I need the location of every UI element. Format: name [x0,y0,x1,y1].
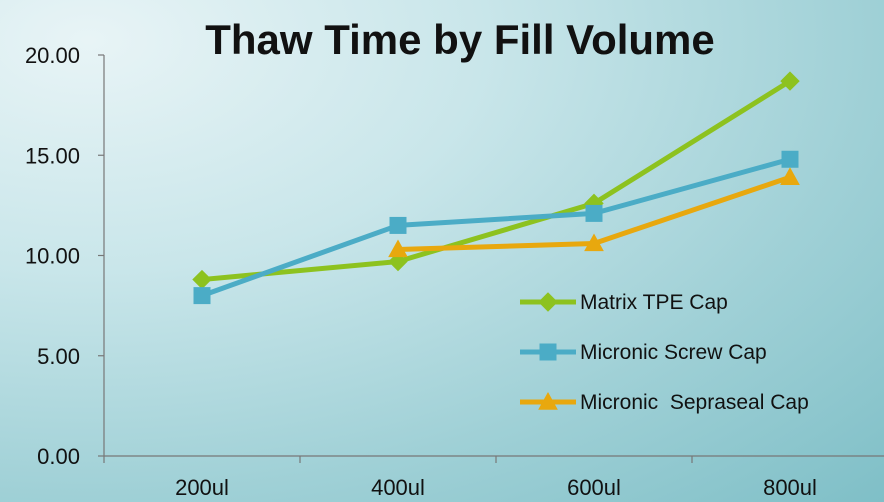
legend-label: Matrix TPE Cap [580,291,728,314]
series-line [201,156,791,298]
data-point [780,71,800,91]
y-tick-label: 20.00 [25,43,80,68]
series-2 [193,150,799,305]
x-tick-label: 400ul [371,475,425,500]
data-point [388,239,408,258]
axes: 0.00 5.00 10.00 15.00 20.00 200ul 400ul 600ul 80… [25,43,884,500]
legend-marker [538,292,558,312]
series-1 [192,71,800,290]
data-point [585,204,603,222]
y-tick-label: 0.00 [37,444,80,469]
data-point [192,269,212,290]
legend-item: Micronic Screw Cap [520,341,767,364]
data-point [780,167,800,186]
legend-marker [539,343,557,361]
legend: Matrix TPE Cap Micronic Screw Cap Micronic… [520,291,809,414]
series-3 [388,167,800,258]
series-layer [192,71,800,305]
series-line [201,78,792,283]
data-point [389,216,407,234]
legend-label: Micronic Sepraseal Cap [580,391,809,414]
chart-title: Thaw Time by Fill Volume [205,16,715,63]
data-point [193,287,211,305]
data-point [584,233,604,252]
y-tick-label: 15.00 [25,143,80,168]
data-point [781,150,799,168]
x-tick-label: 200ul [175,475,229,500]
legend-marker [538,391,558,410]
legend-item: Matrix TPE Cap [520,291,728,314]
x-tick-label: 800ul [763,475,817,500]
x-tick-label: 600ul [567,475,621,500]
legend-label: Micronic Screw Cap [580,341,767,364]
y-tick-label: 5.00 [37,344,80,369]
y-tick-label: 10.00 [25,244,80,269]
legend-item: Micronic Sepraseal Cap [520,391,809,414]
